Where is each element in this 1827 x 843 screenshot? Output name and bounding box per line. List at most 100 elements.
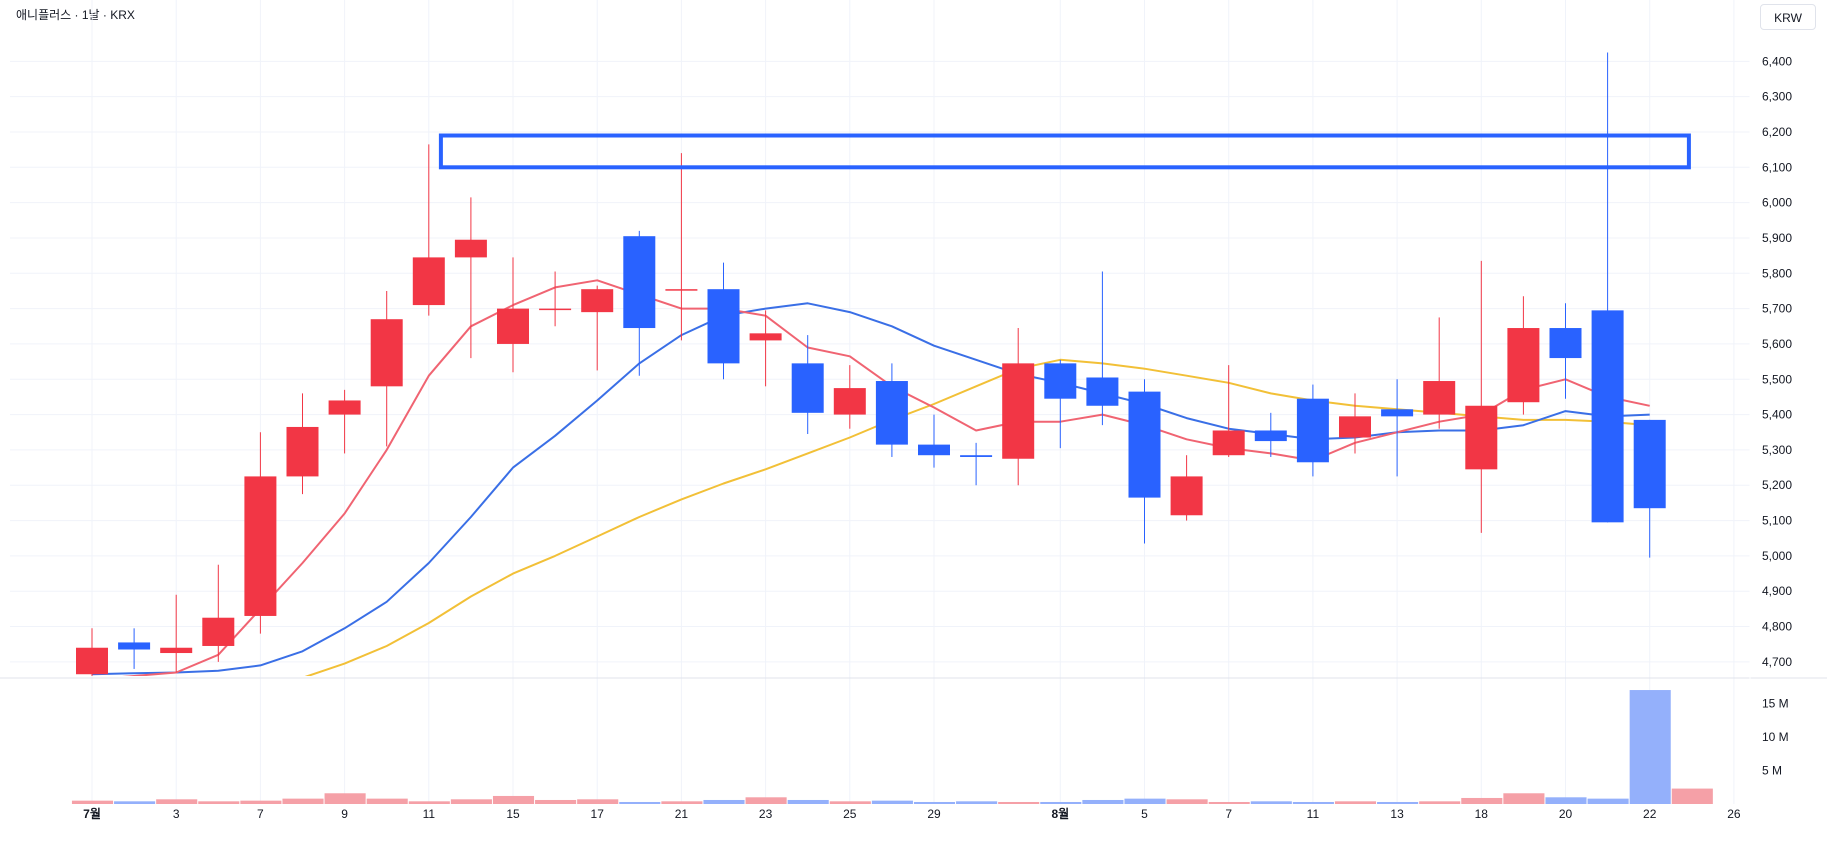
time-tick-label: 13	[1390, 807, 1404, 821]
resistance-zone-box	[438, 133, 1691, 170]
time-tick-label: 25	[843, 807, 857, 821]
volume-bar	[1334, 801, 1377, 804]
candle-body	[1086, 377, 1119, 406]
candle-body	[1339, 416, 1371, 438]
candle-body	[791, 363, 824, 413]
time-tick-label: 3	[173, 807, 180, 821]
candle-body	[875, 381, 908, 445]
volume-bar	[871, 800, 913, 804]
moving-average-short	[122, 279, 1650, 676]
volume-bar	[1503, 793, 1545, 804]
time-tick-label: 11	[1307, 807, 1320, 821]
volume-bar	[913, 801, 956, 804]
volume-bar	[577, 799, 619, 804]
price-tick-label: 4,900	[1762, 584, 1792, 598]
volume-bar	[1545, 797, 1587, 804]
candle-body	[286, 426, 319, 477]
candle-body	[1549, 328, 1582, 359]
price-tick-label: 5,400	[1762, 408, 1792, 422]
candle-body	[370, 319, 403, 387]
candle-body	[118, 642, 151, 650]
volume-bar	[619, 801, 661, 804]
volume-bar	[1040, 801, 1082, 804]
candle-body	[1128, 391, 1161, 498]
candle-body	[1591, 310, 1624, 523]
candle-body	[707, 289, 740, 364]
volume-bar	[829, 801, 871, 804]
price-tick-label: 5,700	[1762, 302, 1792, 316]
price-tick-label: 5,000	[1762, 549, 1792, 563]
volume-bar	[1461, 797, 1503, 804]
volume-bar	[71, 800, 114, 804]
price-tick-label: 5,900	[1762, 231, 1792, 245]
candle-body	[1212, 430, 1245, 456]
price-tick-label: 5,100	[1762, 514, 1792, 528]
time-tick-label: 26	[1727, 807, 1741, 821]
candle-body	[1254, 430, 1287, 442]
volume-bar	[114, 801, 156, 804]
volume-axis: 5 M 10 M 15 M	[1762, 696, 1789, 777]
price-tick-label: 5,500	[1762, 372, 1792, 386]
volume-bars	[71, 690, 1713, 804]
time-tick-label: 7월	[83, 806, 101, 821]
time-tick-label: 18	[1475, 807, 1489, 821]
price-tick-label: 6,200	[1762, 125, 1792, 139]
time-tick-label: 5	[1141, 807, 1148, 821]
time-tick-label: 11	[423, 807, 436, 821]
volume-bar	[1124, 798, 1166, 804]
candle-body	[1465, 405, 1498, 470]
currency-button[interactable]: KRW	[1760, 4, 1816, 30]
volume-bar	[282, 798, 324, 804]
volume-bar	[1671, 788, 1713, 804]
volume-tick-label: 5 M	[1762, 763, 1782, 777]
volume-bar	[535, 799, 577, 804]
candle-body	[833, 388, 866, 415]
volume-bar	[956, 801, 998, 804]
price-tick-label: 4,700	[1762, 655, 1792, 669]
volume-bar	[1250, 801, 1292, 804]
chart-title: 애니플러스 · 1날 · KRX	[16, 8, 135, 22]
volume-bar	[1587, 798, 1629, 804]
moving-average-mid	[91, 302, 1650, 676]
candle-body	[539, 308, 572, 311]
volume-bar	[661, 801, 703, 804]
volume-tick-label: 15 M	[1762, 696, 1789, 710]
time-tick-label: 17	[591, 807, 605, 821]
volume-bar	[198, 801, 240, 804]
time-tick-label: 22	[1643, 807, 1657, 821]
time-tick-label: 23	[759, 807, 773, 821]
volume-bar	[156, 799, 198, 804]
candle-body	[665, 289, 698, 291]
volume-bar	[787, 799, 829, 804]
candle-body	[1170, 476, 1203, 516]
price-pane	[76, 52, 1691, 676]
candle-body	[1423, 381, 1456, 415]
candle-body	[623, 236, 656, 329]
price-tick-label: 5,600	[1762, 337, 1792, 351]
price-tick-label: 5,300	[1762, 443, 1792, 457]
candle-body	[1044, 363, 1077, 399]
candle-body	[412, 257, 445, 306]
time-tick-label: 7	[1225, 807, 1232, 821]
time-tick-label: 7	[257, 807, 264, 821]
volume-bar	[1377, 801, 1419, 804]
volume-bar	[450, 799, 492, 804]
candle-body	[1507, 328, 1540, 403]
volume-bar	[366, 798, 408, 804]
time-tick-label: 15	[506, 807, 520, 821]
candle-body	[960, 455, 993, 457]
volume-bar	[703, 799, 745, 804]
price-tick-label: 6,000	[1762, 196, 1792, 210]
volume-bar	[408, 801, 450, 804]
candle-body	[581, 289, 614, 313]
volume-bar	[1292, 801, 1334, 804]
volume-bar	[1419, 801, 1461, 804]
candles	[76, 52, 1666, 676]
candle-body	[160, 647, 193, 654]
time-tick-label: 20	[1559, 807, 1573, 821]
volume-bar	[745, 797, 787, 804]
volume-bar	[324, 793, 366, 804]
candle-body	[918, 444, 950, 456]
candle-body	[497, 308, 529, 344]
